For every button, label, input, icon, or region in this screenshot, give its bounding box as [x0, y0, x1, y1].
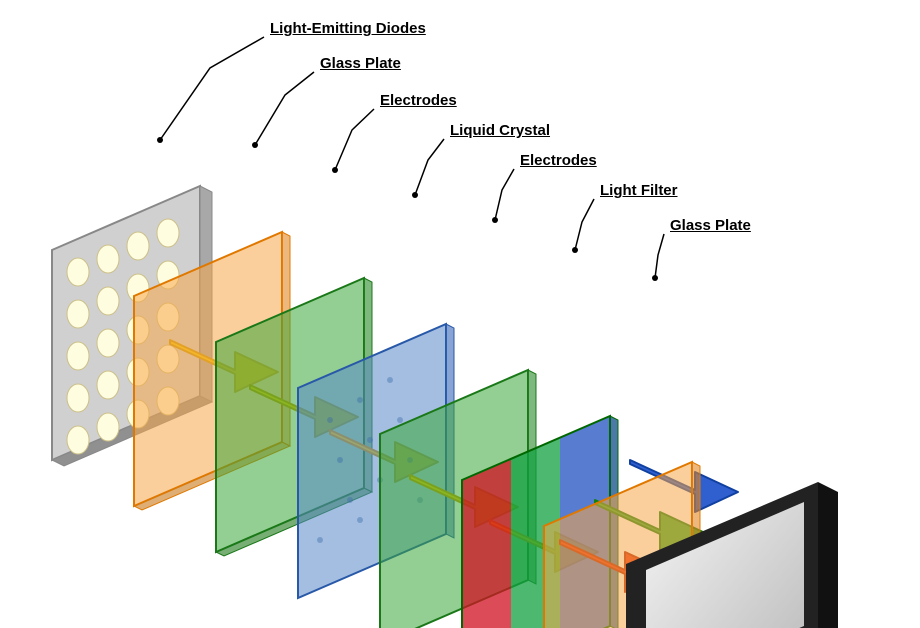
label-electrodes-1: Electrodes	[380, 92, 457, 109]
diagram-svg	[0, 0, 920, 628]
label-glass-2: Glass Plate	[670, 217, 751, 234]
label-led: Light-Emitting Diodes	[270, 20, 426, 37]
label-light-filter: Light Filter	[600, 182, 678, 199]
lcd-diagram: Light-Emitting Diodes Glass Plate Electr…	[0, 0, 920, 628]
label-glass-1: Glass Plate	[320, 55, 401, 72]
label-electrodes-2: Electrodes	[520, 152, 597, 169]
label-liquid-crystal: Liquid Crystal	[450, 122, 550, 139]
